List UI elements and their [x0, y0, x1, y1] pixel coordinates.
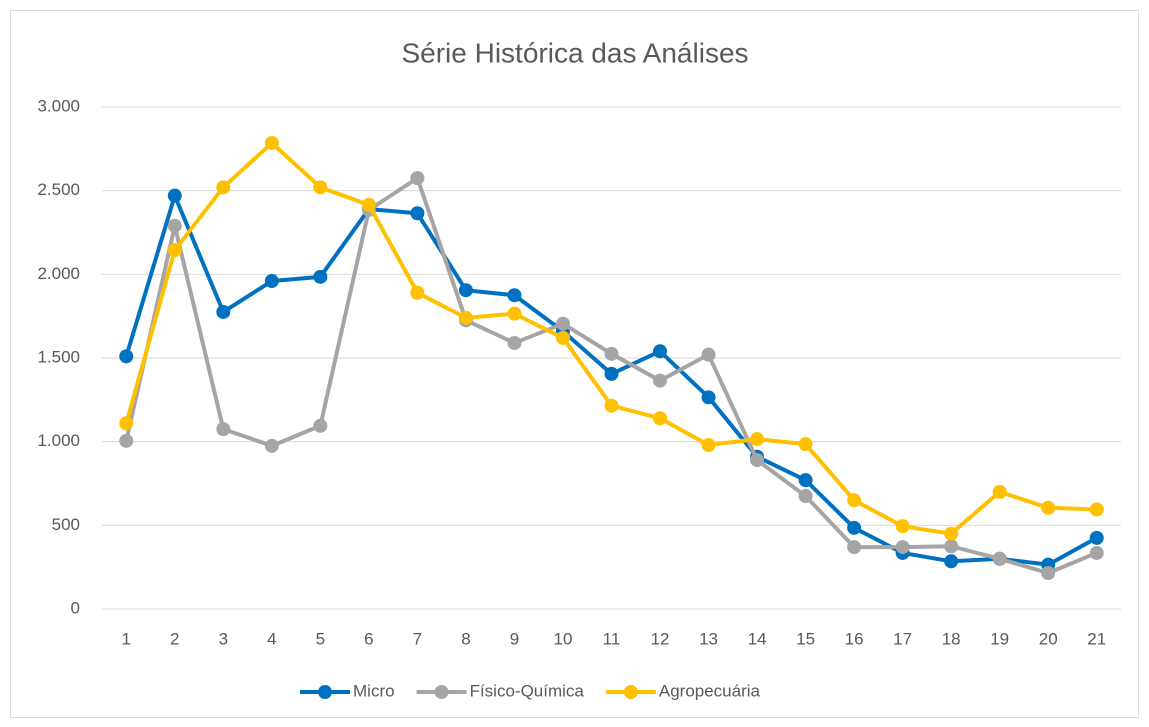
point	[1041, 566, 1056, 581]
x-tick-label: 18	[942, 629, 961, 648]
y-tick-label: 500	[52, 515, 80, 534]
y-tick-label: 0	[71, 598, 80, 617]
x-tick-label: 10	[554, 629, 573, 648]
x-tick-label: 2	[170, 629, 179, 648]
x-tick-label: 7	[413, 629, 422, 648]
point	[944, 539, 959, 554]
point	[313, 180, 328, 195]
x-tick-label: 16	[845, 629, 864, 648]
legend-marker	[623, 685, 638, 699]
point	[895, 519, 910, 534]
point	[119, 433, 134, 448]
point	[653, 373, 668, 388]
point	[750, 453, 765, 468]
x-tick-label: 14	[748, 629, 767, 648]
point	[847, 540, 862, 555]
x-tick-label: 19	[990, 629, 1009, 648]
point	[119, 416, 134, 431]
x-tick-label: 12	[651, 629, 670, 648]
point	[604, 366, 619, 381]
legend-label: Agropecuária	[659, 681, 761, 700]
point	[1041, 500, 1056, 515]
point	[895, 540, 910, 555]
chart-frame	[10, 10, 1139, 718]
x-tick-label: 21	[1087, 629, 1106, 648]
point	[216, 422, 231, 437]
x-tick-label: 3	[219, 629, 228, 648]
point	[555, 316, 570, 331]
point	[798, 473, 813, 488]
point	[507, 335, 522, 350]
point	[410, 206, 425, 221]
y-tick-label: 2.500	[37, 180, 80, 199]
point	[555, 330, 570, 345]
point	[167, 243, 182, 258]
y-tick-label: 1.000	[37, 431, 80, 450]
point	[1089, 530, 1104, 545]
point	[507, 288, 522, 303]
x-tick-label: 15	[796, 629, 815, 648]
point	[653, 411, 668, 426]
point	[992, 551, 1007, 566]
x-tick-label: 9	[510, 629, 519, 648]
point	[458, 283, 473, 298]
point	[264, 438, 279, 453]
x-tick-label: 11	[603, 629, 621, 648]
x-tick-label: 17	[893, 629, 912, 648]
point	[798, 489, 813, 504]
point	[313, 269, 328, 284]
point	[264, 274, 279, 289]
point	[701, 438, 716, 453]
point	[264, 135, 279, 150]
y-tick-label: 3.000	[37, 96, 80, 115]
y-tick-label: 1.500	[37, 347, 80, 366]
point	[944, 554, 959, 569]
point	[507, 306, 522, 321]
x-tick-label: 13	[699, 629, 718, 648]
point	[313, 418, 328, 433]
x-tick-label: 6	[364, 629, 373, 648]
x-tick-label: 20	[1039, 629, 1058, 648]
point	[167, 188, 182, 203]
point	[604, 398, 619, 413]
y-tick-label: 2.000	[37, 264, 80, 283]
point	[119, 349, 134, 364]
point	[458, 310, 473, 325]
point	[701, 390, 716, 405]
chart-title: Série Histórica das Análises	[401, 37, 748, 68]
x-tick-label: 8	[461, 629, 470, 648]
point	[216, 180, 231, 195]
x-tick-label: 1	[122, 629, 131, 648]
point	[361, 197, 376, 212]
point	[604, 346, 619, 361]
point	[410, 285, 425, 300]
legend-label: Micro	[353, 681, 395, 700]
point	[944, 526, 959, 541]
point	[1089, 545, 1104, 560]
x-tick-label: 4	[267, 629, 276, 648]
point	[701, 347, 716, 362]
point	[798, 437, 813, 452]
legend-marker	[318, 685, 332, 699]
point	[847, 520, 862, 535]
point	[1089, 502, 1104, 517]
point	[653, 344, 668, 359]
point	[847, 493, 862, 508]
point	[750, 432, 765, 447]
point	[216, 304, 231, 319]
point	[410, 171, 425, 186]
legend-label: Físico-Química	[470, 681, 585, 700]
point	[167, 218, 182, 233]
x-tick-label: 5	[316, 629, 325, 648]
point	[992, 484, 1007, 499]
legend-marker	[434, 685, 449, 699]
